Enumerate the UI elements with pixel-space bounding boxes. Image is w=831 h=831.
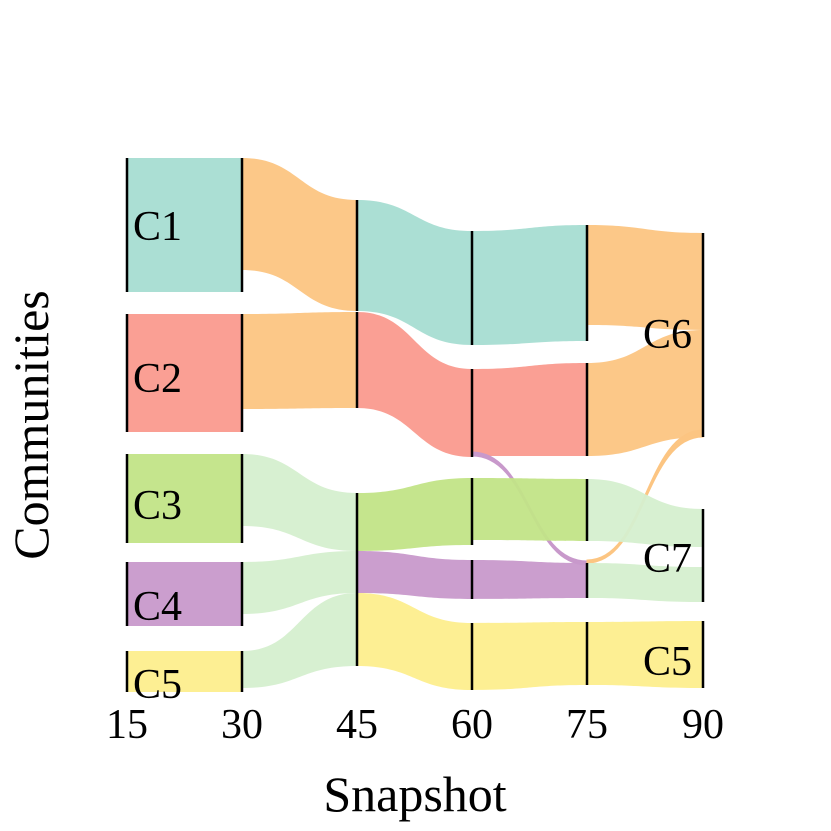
community-label-C5-90: C5 [643,639,692,685]
x-axis-label: Snapshot [323,766,506,822]
flow-C3-to-C7-75-90 [587,479,703,547]
x-tick-75: 75 [566,702,608,748]
community-label-C5-15: C5 [133,662,182,708]
flow-C5-to-C5-45-60 [357,593,472,690]
flow-C3-to-C3-60-75 [472,478,587,541]
flow-C2-to-C2-15-30 [127,314,242,432]
x-tick-45: 45 [336,702,378,748]
flow-C2-to-C2-30-45 [242,312,357,409]
community-label-C1-15: C1 [133,204,182,250]
flow-C1-to-C6-75-90 [587,225,703,330]
flow-C4-to-C7-75-90 [587,563,703,602]
flow-C1-to-C1-60-75 [472,225,587,345]
flow-C5-to-C5-15-30 [127,651,242,692]
x-tick-60: 60 [451,702,493,748]
flow-C2-to-C6-75-90 [587,330,703,456]
x-tick-30: 30 [221,702,263,748]
flow-C5-to-C5-30-45 [242,593,357,688]
community-label-C3-15: C3 [133,483,182,529]
flow-C3-to-C3-15-30 [127,454,242,543]
flow-C4-to-C4-60-75 [472,560,587,599]
x-tick-15: 15 [106,702,148,748]
flow-C5-to-C5-60-75 [472,622,587,690]
y-axis-label: Communities [3,290,59,559]
community-label-C6-90: C6 [643,312,692,358]
flows-layer [127,158,704,692]
flow-C2-to-C2-45-60 [357,312,472,457]
flow-C4-to-C4-45-60 [357,551,472,599]
community-label-C4-15: C4 [133,584,182,630]
flow-C4-to-C4-15-30 [127,562,242,626]
flow-C1-to-C1-45-60 [357,200,472,345]
community-label-C2-15: C2 [133,356,182,402]
x-tick-90: 90 [682,702,724,748]
community-labels-layer: C1 C2 C3 C4 C5 C6 C7 C5 [133,204,692,708]
flow-C5-to-C5-75-90 [587,621,703,688]
x-tick-labels: 15 30 45 60 75 90 [106,702,724,748]
community-label-C7-90: C7 [643,536,692,582]
flow-C3-to-C3-30-45 [242,454,357,551]
flow-C4-to-C4-30-45 [242,551,357,614]
flow-C1-to-C1-15-30 [127,158,242,292]
flow-C2-to-C2-60-75 [472,363,587,456]
nodes-layer [125,158,705,692]
flow-C3-to-C3-45-60 [357,478,472,551]
flow-C1-to-C1-30-45 [242,158,357,311]
